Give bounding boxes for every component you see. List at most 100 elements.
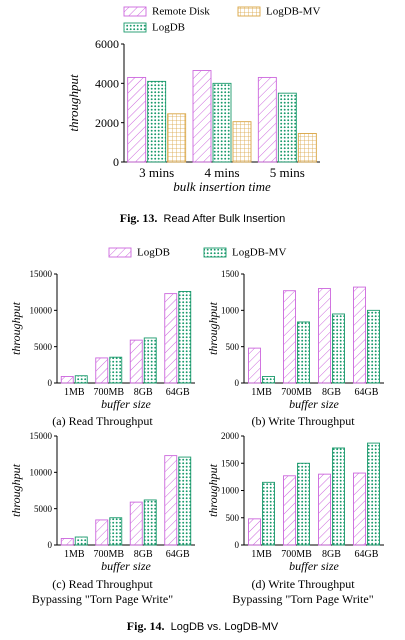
bar-logdb-700mb — [283, 475, 296, 546]
y-tick-label: 0 — [235, 540, 240, 550]
bar-remote-disk-4-mins — [192, 70, 212, 163]
x-tick-label: 8GB — [134, 387, 153, 398]
bar-logdb-mv-8gb — [143, 499, 157, 546]
bar-logdb-700mb — [95, 357, 109, 384]
bar-logdb-mv-5-mins — [297, 133, 317, 163]
bar-logdb-1mb — [60, 538, 74, 546]
bar-logdb-mv-700mb — [297, 321, 310, 384]
y-tick-label: 0 — [113, 155, 119, 169]
x-tick-label: 4 mins — [204, 165, 239, 180]
legend-label-fig14-logdb-mv: LogDB-MV — [232, 247, 286, 259]
x-tick-label: 700MB — [93, 549, 124, 560]
x-tick-label: 8GB — [322, 387, 341, 398]
x-tick-label: 64GB — [355, 387, 379, 398]
bar-logdb-64gb — [164, 455, 178, 546]
bar-logdb-8gb — [318, 473, 331, 546]
bar-logdb-8gb — [318, 288, 331, 384]
y-tick-label: 500 — [226, 342, 240, 352]
bar-logdb-mv-1mb — [262, 376, 275, 384]
subcaption-c: (c) Read Throughput Bypassing "Torn Page… — [5, 577, 200, 607]
x-tick-label: 700MB — [93, 387, 124, 398]
y-tick-label: 5000 — [34, 504, 53, 514]
chart-fig14b: 0 500 1000 1500 1MB 700MB 8GB 64GB buffer size th… — [206, 269, 384, 411]
y-tick-label: 2000 — [221, 431, 240, 441]
legend-swatch-logdb-mv — [237, 6, 261, 17]
x-tick-label: 64GB — [166, 387, 190, 398]
subcaption-d-line1: (d) Write Throughput — [251, 577, 355, 591]
x-tick-label: 1MB — [64, 387, 85, 398]
y-tick-label: 0 — [235, 378, 240, 388]
y-axis-label: throughput — [66, 74, 81, 132]
x-axis-label: buffer size — [101, 559, 151, 573]
bar-logdb-64gb — [164, 293, 178, 384]
x-tick-label: 700MB — [281, 549, 312, 560]
bar-logdb-700mb — [283, 290, 296, 384]
bar-logdb-mv-64gb — [367, 442, 380, 546]
bar-logdb-8gb — [129, 501, 143, 546]
subcaption-d-line2: Bypassing "Torn Page Write" — [232, 592, 374, 606]
subcaption-c-line2: Bypassing "Torn Page Write" — [31, 592, 174, 606]
bar-logdb-mv-1mb — [74, 536, 88, 546]
x-axis-label: bulk insertion time — [173, 179, 271, 194]
x-tick-label: 5 mins — [270, 165, 305, 180]
figure-14-caption-label: Fig. 14. — [126, 619, 165, 633]
x-tick-label: 8GB — [134, 549, 153, 560]
bar-logdb-5-mins — [277, 92, 297, 163]
y-tick-label: 10000 — [30, 467, 53, 477]
subcaption-a: (a) Read Throughput — [5, 414, 200, 429]
y-axis-label: throughput — [9, 463, 23, 517]
figure-13-caption-label: Fig. 13. — [119, 211, 158, 225]
bar-logdb-4-mins — [212, 82, 232, 163]
bar-logdb-700mb — [95, 519, 109, 546]
legend-label-fig14-logdb: LogDB — [137, 247, 170, 259]
y-tick-label: 4000 — [95, 77, 119, 91]
bar-logdb-mv-8gb — [143, 337, 157, 384]
bar-logdb-mv-1mb — [74, 375, 88, 384]
subcaption-b-line1: (b) Write Throughput — [251, 414, 355, 428]
bar-logdb-mv-700mb — [109, 517, 123, 546]
bar-logdb-mv-4-mins — [232, 121, 252, 163]
y-tick-label: 10000 — [30, 305, 53, 315]
legend-swatch-remote-disk — [123, 6, 147, 17]
x-tick-label: 3 mins — [139, 165, 174, 180]
subcaption-a-line1: (a) Read Throughput — [52, 414, 153, 428]
x-axis-label: buffer size — [289, 397, 339, 411]
x-axis-label: buffer size — [101, 397, 151, 411]
y-tick-label: 1500 — [221, 269, 240, 279]
y-tick-label: 15000 — [30, 431, 53, 441]
legend-label-logdb: LogDB — [152, 22, 185, 34]
bar-logdb-mv-64gb — [178, 290, 192, 384]
bar-logdb-mv-64gb — [367, 309, 380, 384]
y-axis-label: throughput — [9, 301, 23, 355]
x-tick-label: 64GB — [355, 549, 379, 560]
x-axis-label: buffer size — [289, 559, 339, 573]
bar-logdb-mv-700mb — [297, 462, 310, 546]
x-tick-label: 1MB — [251, 549, 272, 560]
bar-logdb-3-mins — [147, 80, 167, 163]
bar-logdb-64gb — [353, 472, 366, 546]
y-tick-label: 500 — [226, 513, 240, 523]
bar-logdb-8gb — [129, 339, 143, 384]
figure-13-caption: Fig. 13. Read After Bulk Insertion — [0, 211, 405, 226]
bar-logdb-mv-8gb — [332, 313, 345, 384]
legend-swatch-fig14-logdb-mv — [203, 247, 227, 258]
bar-logdb-mv-8gb — [332, 447, 345, 546]
x-tick-label: 1MB — [64, 549, 85, 560]
bar-logdb-1mb — [248, 518, 261, 546]
bar-logdb-mv-1mb — [262, 481, 275, 546]
figure-14-caption-text: LogDB vs. LogDB-MV — [170, 621, 279, 633]
chart-fig14d: 0 500 1000 1500 2000 1MB 700MB 8GB 64GB buffer si… — [206, 431, 384, 573]
bar-logdb-mv-64gb — [178, 456, 192, 546]
y-tick-label: 0 — [48, 540, 53, 550]
bar-logdb-1mb — [248, 347, 261, 384]
x-tick-label: 700MB — [281, 387, 312, 398]
subcaption-d: (d) Write Throughput Bypassing "Torn Pag… — [203, 577, 403, 607]
y-tick-label: 1500 — [221, 458, 240, 468]
subcaption-c-line1: (c) Read Throughput — [52, 577, 153, 591]
x-tick-label: 1MB — [251, 387, 272, 398]
bar-remote-disk-5-mins — [257, 76, 277, 163]
bar-logdb-mv-3-mins — [167, 113, 187, 163]
subcaption-b: (b) Write Throughput — [203, 414, 403, 429]
